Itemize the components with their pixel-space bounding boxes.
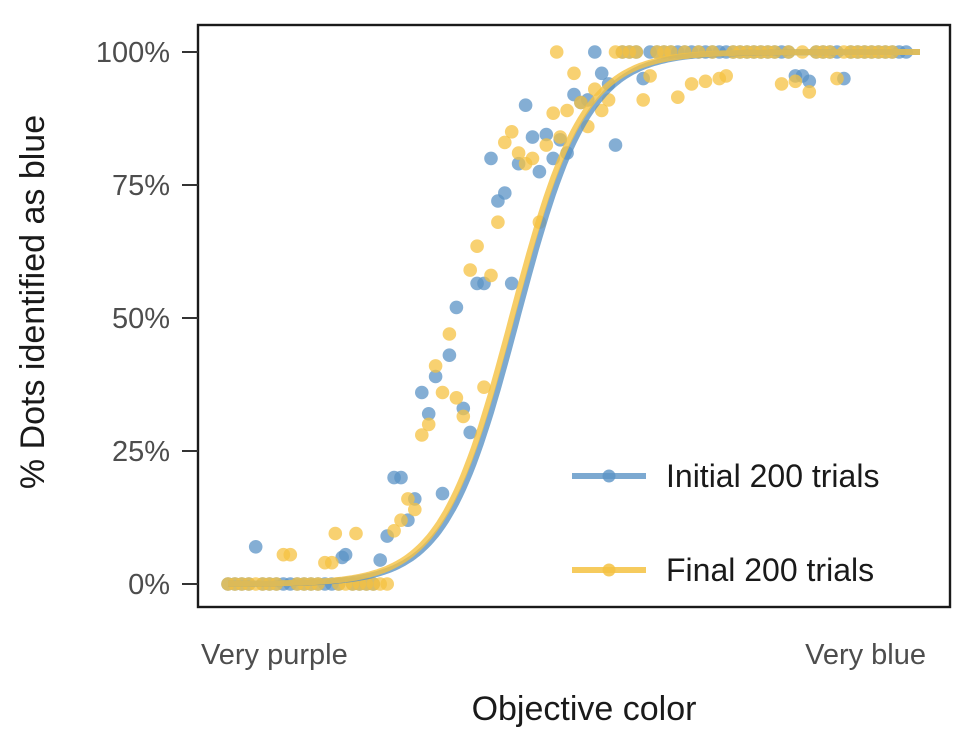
- legend: Initial 200 trials Final 200 trials: [572, 458, 879, 588]
- data-point-initial-23: [373, 553, 388, 567]
- y-axis: 100% 75% 50% 25% 0%: [96, 37, 198, 601]
- data-point-final-53: [567, 66, 581, 81]
- data-point-final-42: [498, 135, 512, 150]
- data-point-initial-46: [532, 164, 547, 179]
- y-tick-label-50: 50%: [112, 303, 170, 335]
- legend-item-final: Final 200 trials: [572, 552, 874, 588]
- data-point-final-62: [629, 45, 644, 59]
- data-point-final-54: [574, 95, 588, 110]
- data-point-initial-85: [802, 74, 817, 89]
- data-point-final-43: [504, 125, 519, 139]
- data-point-initial-54: [588, 45, 602, 59]
- y-tick-label-75: 75%: [112, 170, 170, 202]
- data-point-final-36: [456, 409, 471, 424]
- legend-item-initial: Initial 200 trials: [572, 458, 879, 494]
- data-point-initial-33: [442, 348, 457, 363]
- data-point-final-37: [463, 263, 478, 277]
- data-point-final-30: [415, 428, 429, 442]
- x-axis-title: Objective color: [472, 690, 697, 728]
- data-points-layer: [221, 45, 913, 591]
- data-point-final-70: [684, 77, 699, 91]
- data-point-final-39: [477, 380, 491, 395]
- data-point-initial-31: [428, 369, 443, 384]
- legend-label-initial: Initial 200 trials: [666, 458, 879, 494]
- data-point-final-31: [421, 417, 436, 432]
- plot-frame: [196, 23, 952, 609]
- data-point-final-46: [525, 151, 540, 166]
- data-point-final-48: [539, 138, 554, 152]
- data-point-final-41: [491, 215, 505, 229]
- data-point-final-72: [698, 74, 713, 89]
- data-point-initial-45: [525, 130, 540, 144]
- data-point-final-27: [394, 513, 408, 527]
- data-point-final-91: [830, 71, 844, 86]
- data-point-final-28: [401, 492, 415, 506]
- x-tick-label-very-purple: Very purple: [201, 639, 348, 671]
- data-point-final-87: [802, 85, 817, 99]
- legend-marker-final: [602, 563, 616, 577]
- legend-marker-initial: [602, 469, 616, 483]
- data-point-final-75: [719, 69, 733, 83]
- data-point-initial-42: [504, 276, 519, 291]
- data-point-final-38: [470, 239, 484, 253]
- data-point-final-29: [408, 502, 422, 517]
- data-point-initial-57: [608, 138, 623, 152]
- data-point-final-34: [442, 327, 457, 341]
- legend-label-final: Final 200 trials: [666, 552, 874, 588]
- fit-curve-final: [228, 49, 920, 587]
- data-point-final-26: [387, 524, 401, 538]
- data-point-initial-36: [463, 425, 478, 440]
- data-point-final-33: [435, 385, 450, 400]
- y-tick-label-0: 0%: [128, 569, 170, 601]
- data-point-final-68: [671, 90, 685, 104]
- y-axis-title: % Dots identified as blue: [14, 115, 52, 489]
- data-point-final-83: [774, 77, 789, 91]
- data-point-final-15: [325, 555, 339, 570]
- data-point-final-52: [560, 103, 574, 118]
- fit-curves-layer: [228, 49, 920, 587]
- data-point-initial-39: [484, 151, 498, 166]
- data-point-initial-4: [248, 540, 263, 554]
- data-point-initial-30: [421, 407, 436, 421]
- data-point-initial-47: [539, 127, 554, 142]
- data-point-final-35: [449, 391, 464, 405]
- data-point-initial-55: [594, 66, 609, 81]
- data-point-final-20: [349, 526, 363, 541]
- data-point-final-57: [594, 103, 609, 118]
- data-point-final-63: [636, 93, 650, 107]
- data-point-final-32: [428, 359, 443, 373]
- data-point-final-49: [546, 106, 560, 120]
- data-point-initial-32: [435, 486, 450, 501]
- data-point-final-85: [788, 74, 803, 89]
- y-tick-label-25: 25%: [112, 436, 170, 468]
- data-point-final-16: [328, 526, 343, 541]
- data-point-initial-34: [449, 300, 464, 315]
- data-point-initial-44: [518, 98, 533, 112]
- data-point-final-50: [549, 45, 564, 59]
- data-point-initial-18: [338, 547, 353, 562]
- data-point-final-44: [511, 146, 526, 160]
- x-tick-label-very-blue: Very blue: [805, 639, 926, 671]
- data-point-initial-41: [498, 186, 512, 200]
- data-point-initial-26: [394, 470, 408, 485]
- y-tick-label-100: 100%: [96, 37, 170, 69]
- data-point-initial-29: [415, 385, 429, 400]
- data-point-final-9: [283, 547, 298, 562]
- data-point-final-51: [553, 130, 567, 144]
- data-point-final-25: [380, 577, 395, 591]
- data-point-final-40: [484, 268, 498, 283]
- data-point-final-64: [643, 69, 657, 83]
